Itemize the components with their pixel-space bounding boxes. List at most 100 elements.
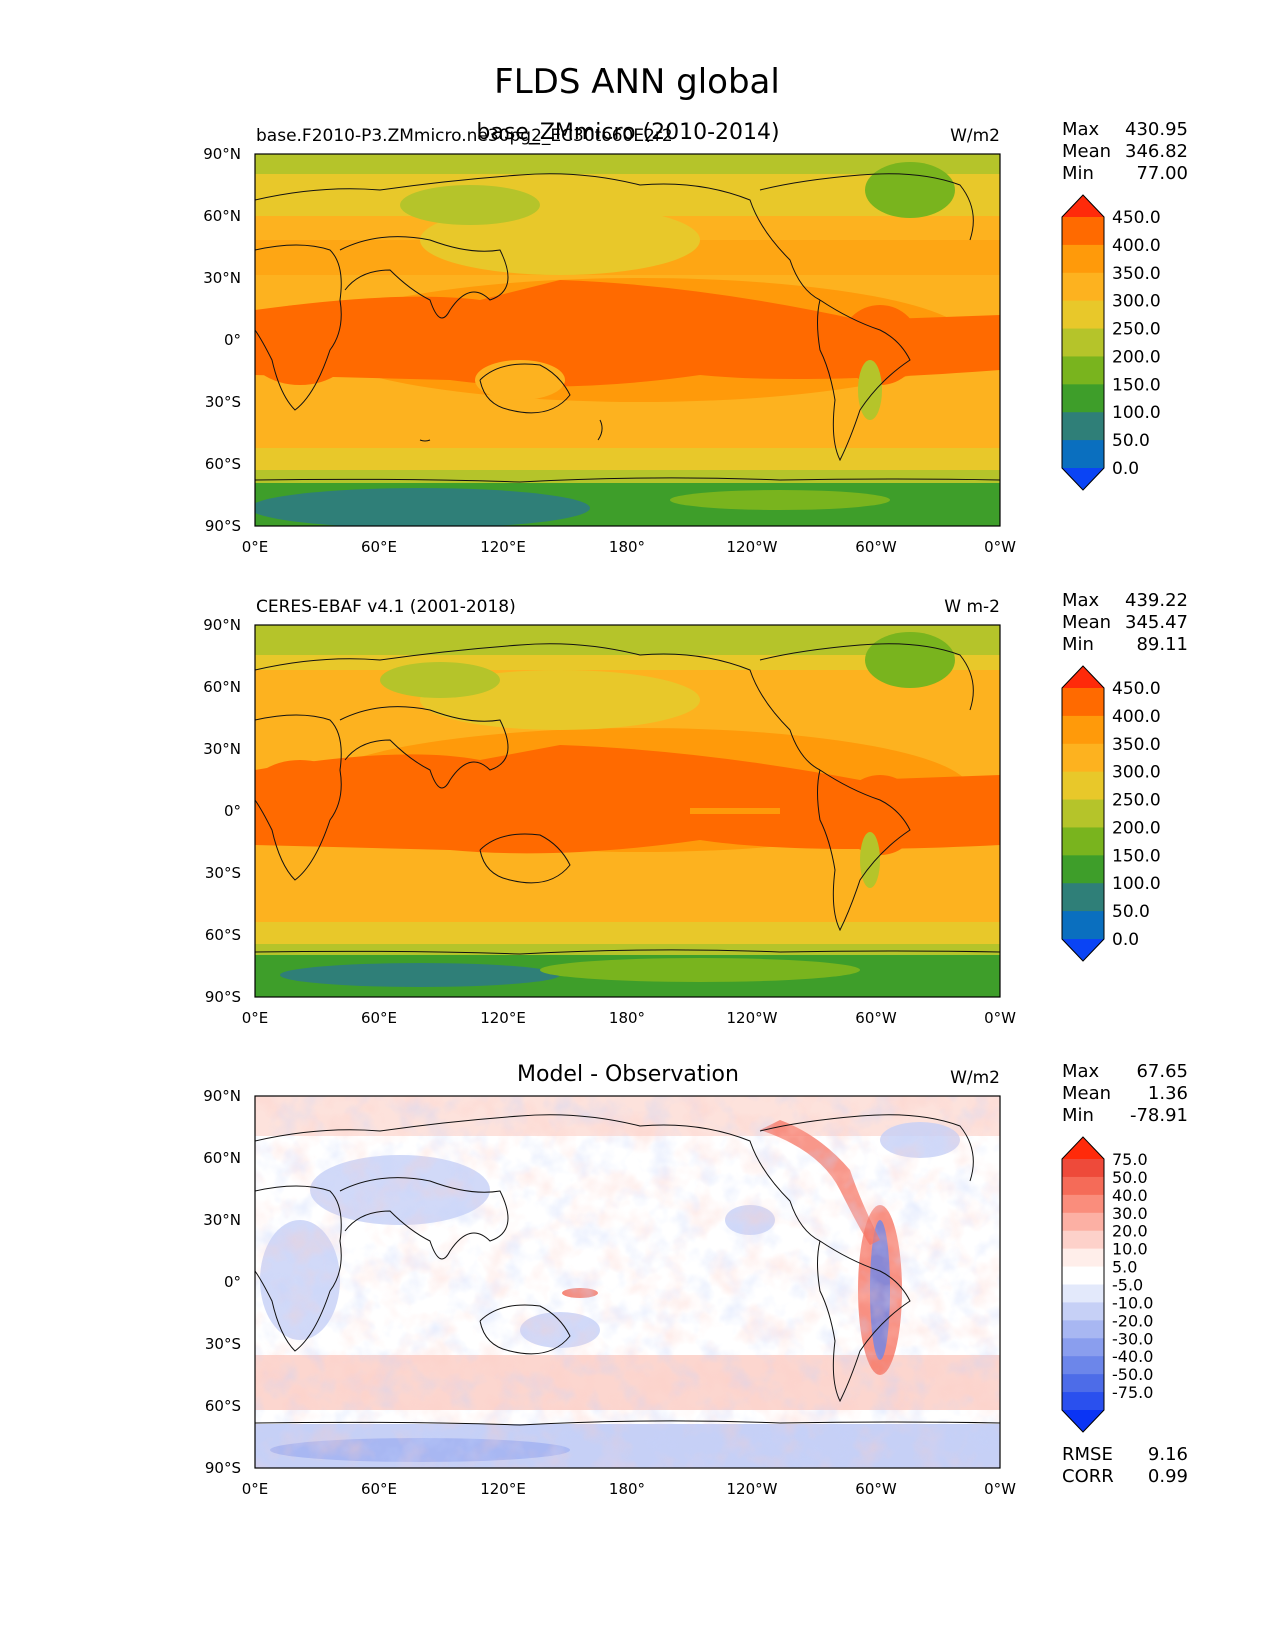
- lon-tick-label: 60°W: [855, 1009, 897, 1027]
- stat-label: RMSE: [1062, 1444, 1113, 1465]
- colorbar-segment: [1062, 1266, 1104, 1285]
- colorbar-tick-label: 0.0: [1112, 930, 1139, 950]
- colorbar-segment: [1062, 911, 1104, 940]
- stat-value: 77.00: [1136, 163, 1188, 184]
- map-frame-diff: [254, 1095, 1001, 1469]
- lon-ticks-diff: 0°E 60°E 120°E 180° 120°W 60°W 0°W: [242, 1480, 1016, 1498]
- colorbar-tick-label: 150.0: [1112, 846, 1161, 866]
- lat-tick-label: 60°N: [203, 207, 241, 225]
- colorbar-segment: [1062, 384, 1104, 413]
- colorbar-segment: [1062, 328, 1104, 357]
- colorbar-tick-label: 100.0: [1112, 403, 1161, 423]
- panel-center-title-diff: Model - Observation: [517, 1062, 739, 1087]
- colorbar-segment: [1062, 688, 1104, 717]
- lon-tick-label: 60°E: [361, 538, 397, 556]
- colorbar-model: 450.0 400.0 350.0 300.0 250.0 200.0 150.0 100.0…: [1061, 194, 1161, 491]
- colorbar-tick-label: -50.0: [1112, 1365, 1153, 1384]
- lat-tick-label: 0°: [224, 1273, 241, 1291]
- stat-value: 0.99: [1148, 1466, 1188, 1487]
- stats-diff: Max 67.65 Mean 1.36 Min -78.91: [1062, 1061, 1188, 1126]
- stat-label: Min: [1062, 634, 1094, 655]
- stats-model: Max 430.95 Mean 346.82 Min 77.00: [1062, 119, 1188, 184]
- lon-ticks-obs: 0°E 60°E 120°E 180° 120°W 60°W 0°W: [242, 1009, 1016, 1027]
- lat-tick-label: 60°N: [203, 678, 241, 696]
- lon-tick-label: 120°E: [480, 1009, 526, 1027]
- figure-title: FLDS ANN global: [494, 62, 780, 102]
- lat-tick-label: 30°S: [205, 1335, 241, 1353]
- colorbar-segment: [1062, 1284, 1104, 1303]
- lat-tick-label: 90°S: [205, 1459, 241, 1477]
- colorbar-diff: 75.050.040.030.020.010.05.0-5.0-10.0-20.…: [1061, 1136, 1153, 1433]
- colorbar-tick-label: 20.0: [1112, 1222, 1148, 1241]
- lon-tick-label: 120°E: [480, 1480, 526, 1498]
- colorbar-tick-label: -20.0: [1112, 1311, 1153, 1330]
- lat-tick-label: 0°: [224, 331, 241, 349]
- stat-value: 9.16: [1148, 1444, 1188, 1465]
- colorbar-tick-label: 250.0: [1112, 320, 1161, 340]
- lat-tick-label: 90°N: [203, 616, 241, 634]
- stat-label: Min: [1062, 163, 1094, 184]
- lat-tick-label: 60°S: [205, 1397, 241, 1415]
- colorbar-tick-label: 40.0: [1112, 1186, 1148, 1205]
- colorbar-obs: 450.0 400.0 350.0 300.0 250.0 200.0 150.0 100.0…: [1061, 665, 1161, 962]
- colorbar-extend-top: [1062, 1137, 1104, 1159]
- stat-label: CORR: [1062, 1466, 1114, 1487]
- stat-label: Min: [1062, 1105, 1094, 1126]
- lon-tick-label: 0°W: [984, 538, 1016, 556]
- stats-obs: Max 439.22 Mean 345.47 Min 89.11: [1062, 590, 1188, 655]
- lon-tick-label: 0°E: [242, 1009, 269, 1027]
- lat-ticks-model: 90°N 60°N 30°N 0° 30°S 60°S 90°S: [203, 145, 241, 535]
- lat-tick-label: 60°S: [205, 455, 241, 473]
- lat-tick-label: 30°S: [205, 393, 241, 411]
- coastlines-diff: [255, 1114, 1000, 1426]
- colorbar-tick-label: 300.0: [1112, 292, 1161, 312]
- colorbar-tick-label: 50.0: [1112, 1168, 1148, 1187]
- stat-label: Max: [1062, 1061, 1100, 1082]
- colorbar-segment: [1062, 1374, 1104, 1393]
- colorbar-segment: [1062, 855, 1104, 884]
- colorbar-tick-label: -75.0: [1112, 1383, 1153, 1402]
- panel-model: base.F2010-P3.ZMmicro.ne30pg2_EC30to60E2…: [203, 119, 1188, 556]
- colorbar-tick-label: 50.0: [1112, 431, 1150, 451]
- colorbar-segment: [1062, 1392, 1104, 1411]
- colorbar-segment: [1062, 1176, 1104, 1196]
- colorbar-segment: [1062, 827, 1104, 856]
- lon-tick-label: 0°W: [984, 1480, 1016, 1498]
- colorbar-extend-bottom: [1062, 468, 1104, 490]
- map-field-model: [255, 154, 1000, 526]
- colorbar-segment: [1062, 300, 1104, 330]
- lat-tick-label: 30°N: [203, 269, 241, 287]
- colorbar-segment: [1062, 1302, 1104, 1321]
- stat-value: 89.11: [1136, 634, 1188, 655]
- panel-left-title-obs: CERES-EBAF v4.1 (2001-2018): [256, 597, 516, 617]
- map-field-diff: [255, 1096, 1000, 1468]
- stat-value: 346.82: [1125, 141, 1188, 162]
- colorbar-outline: [1061, 1136, 1105, 1433]
- colorbar-extend-top: [1062, 666, 1104, 688]
- map-field-obs: [255, 625, 1000, 997]
- lon-tick-label: 60°E: [361, 1480, 397, 1498]
- colorbar-segment: [1062, 412, 1104, 441]
- lon-tick-label: 60°W: [855, 538, 897, 556]
- panel-obs: CERES-EBAF v4.1 (2001-2018) W m-2 90°N 6…: [203, 590, 1188, 1027]
- stat-value: -78.91: [1130, 1105, 1188, 1126]
- panel-diff: Model - Observation W/m2 90°N 60°N 30°N …: [203, 1061, 1188, 1498]
- stat-label: Mean: [1062, 141, 1111, 162]
- colorbar-tick-label: 75.0: [1112, 1150, 1148, 1169]
- stat-label: Max: [1062, 119, 1100, 140]
- lon-tick-label: 60°W: [855, 1480, 897, 1498]
- lat-tick-label: 30°N: [203, 1211, 241, 1229]
- lat-tick-label: 60°N: [203, 1149, 241, 1167]
- panel-units-model: W/m2: [950, 126, 1000, 146]
- stat-value: 345.47: [1125, 612, 1188, 633]
- lat-ticks-diff: 90°N 60°N 30°N 0° 30°S 60°S 90°S: [203, 1087, 241, 1477]
- panel-units-obs: W m-2: [944, 597, 1000, 617]
- stat-value: 430.95: [1125, 119, 1188, 140]
- lat-ticks-obs: 90°N 60°N 30°N 0° 30°S 60°S 90°S: [203, 616, 241, 1006]
- colorbar-tick-label: 100.0: [1112, 874, 1161, 894]
- colorbar-tick-label: 250.0: [1112, 791, 1161, 811]
- lon-tick-label: 180°: [609, 1480, 645, 1498]
- colorbar-segment: [1062, 440, 1104, 469]
- rmse-corr-diff: RMSE 9.16 CORR 0.99: [1062, 1444, 1188, 1487]
- lon-tick-label: 180°: [609, 1009, 645, 1027]
